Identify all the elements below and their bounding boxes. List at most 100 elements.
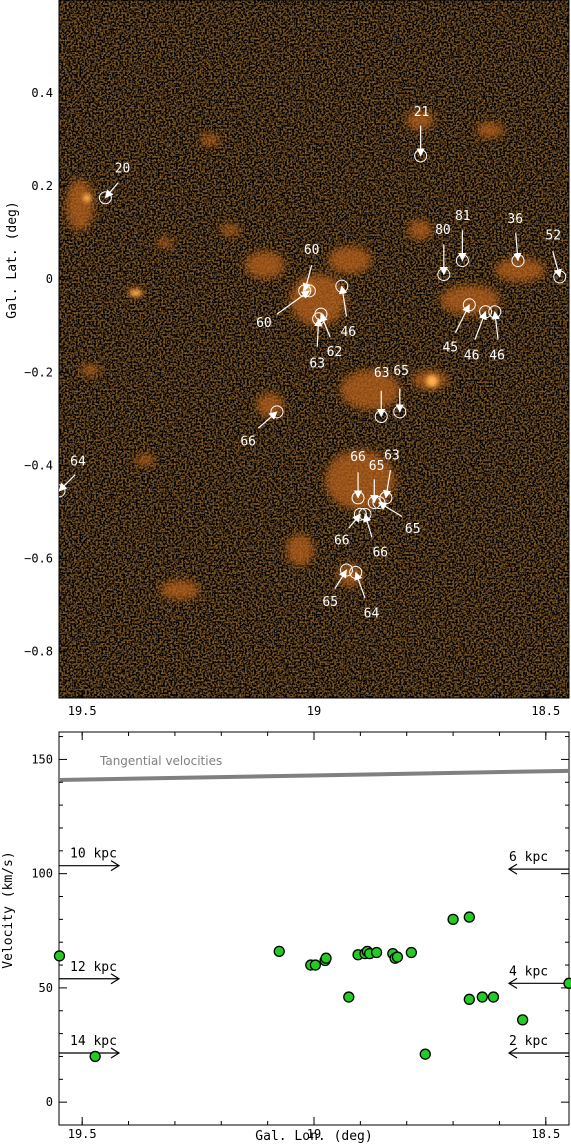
distance-marker: 10 kpc [59, 847, 121, 872]
map-source-arrow [104, 182, 119, 199]
map-source-label: 65 [369, 459, 385, 474]
tangential-velocity-line [58, 768, 570, 782]
map-source-arrow [334, 569, 347, 589]
velocity-point [476, 991, 488, 1003]
map-x-tick-label: 18.5 [531, 704, 560, 718]
velocity-y-tick-label: 0 [46, 1095, 53, 1109]
distance-label: 6 kpc [509, 850, 548, 865]
map-y-axis-title: Gal. Lat. (deg) [5, 201, 20, 318]
map-source-arrow [314, 317, 323, 347]
map-x-tick-label: 19.5 [68, 704, 97, 718]
map-source: 21 [414, 105, 430, 163]
distance-label: 4 kpc [509, 964, 548, 979]
map-source: 65 [393, 364, 409, 419]
map-source-arrow [363, 513, 373, 538]
map-source: 80 [435, 223, 451, 282]
map-source-label: 63 [374, 366, 390, 381]
map-source: 65 [322, 563, 353, 610]
map-source: 66 [350, 450, 366, 505]
map-source-label: 63 [309, 356, 325, 371]
distance-label: 10 kpc [70, 847, 117, 862]
map-source-label: 20 [115, 161, 131, 176]
map-source: 46 [464, 305, 493, 363]
velocity-x-tick-label: 19.5 [68, 1127, 97, 1141]
map-source-label: 65 [322, 595, 338, 610]
distance-arrow-head [110, 1047, 121, 1059]
velocity-point [320, 952, 332, 964]
map-source-arrow [354, 571, 366, 599]
map-source: 66 [358, 507, 388, 560]
map-source-label: 81 [455, 209, 471, 224]
map-source-label: 45 [442, 341, 458, 356]
distance-marker: 14 kpc [59, 1034, 121, 1059]
map-source-label: 80 [435, 223, 451, 238]
map-source: 45 [442, 298, 476, 356]
map-source-label: 21 [414, 105, 430, 120]
map-y-tick-label: −0.2 [24, 365, 53, 379]
tangential-velocity-label: Tangential velocities [99, 754, 222, 768]
map-source: 36 [507, 212, 525, 268]
velocity-point [463, 993, 475, 1005]
map-source: 63 [374, 366, 390, 423]
map-source-label: 64 [364, 607, 380, 622]
map-y-tick-label: −0.8 [24, 644, 53, 658]
map-emission [66, 110, 545, 600]
map-source-arrow [59, 474, 76, 492]
distance-marker: 12 kpc [59, 960, 121, 985]
velocity-x-tick-label: 19 [307, 1127, 321, 1141]
velocity-y-tick-label: 50 [39, 981, 53, 995]
map-source-arrow [276, 290, 311, 315]
map-source: 65 [372, 496, 421, 537]
velocity-points [53, 911, 571, 1063]
distance-arrow-head [110, 860, 121, 872]
map-source-arrow [319, 313, 331, 338]
map-source-label: 64 [70, 455, 86, 470]
map-x-tick-label: 19 [307, 704, 321, 718]
map-source-label: 46 [464, 348, 480, 363]
map-source-label: 36 [507, 212, 523, 227]
velocity-point [447, 913, 459, 926]
map-source-label: 65 [393, 364, 409, 379]
distance-markers: 10 kpc 12 kpc 14 kpc 6 kpc 4 kpc 2 kpc [59, 847, 569, 1059]
map-source-label: 62 [327, 345, 343, 360]
map-x-ticks: 19.5 19 18.5 [68, 690, 560, 718]
map-y-tick-label: −0.6 [24, 551, 53, 565]
map-source: 60 [256, 284, 316, 331]
velocity-point [487, 991, 500, 1003]
velocity-y-tick-label: 100 [31, 867, 53, 881]
map-y-ticks: 0.4 0.2 0 −0.2 −0.4 −0.6 −0.8 [24, 86, 67, 658]
map-source-arrow [348, 513, 361, 529]
map-noise [59, 0, 569, 698]
map-source-label: 66 [350, 450, 366, 465]
distance-label: 14 kpc [70, 1034, 117, 1049]
velocity-point [89, 1050, 101, 1063]
velocity-point [516, 1014, 529, 1026]
velocity-point [273, 945, 285, 957]
velocity-point [563, 977, 571, 989]
velocity-point [391, 951, 404, 963]
map-source: 63 [379, 449, 400, 505]
map-source: 81 [455, 209, 471, 268]
map-source: 46 [335, 279, 356, 340]
velocity-point [370, 946, 383, 959]
map-source-label: 66 [240, 435, 256, 450]
map-source: 20 [98, 161, 131, 205]
velocity-point [463, 911, 475, 923]
map-source-label: 65 [405, 522, 421, 537]
map-source-label: 60 [256, 316, 272, 331]
map-source-arrow [338, 285, 348, 317]
map-source: 64 [59, 455, 86, 498]
map-source-arrow [382, 469, 392, 499]
map-source: 52 [545, 228, 567, 284]
map-source-label: 63 [384, 449, 400, 464]
velocity-point [343, 991, 355, 1003]
map-source-label: 52 [545, 228, 561, 243]
map-source: 64 [349, 565, 380, 622]
distance-marker: 4 kpc [507, 964, 569, 989]
map-source-label: 66 [372, 545, 388, 560]
distance-arrow-head [110, 973, 121, 985]
map-source-arrow [491, 310, 500, 340]
map-source: 66 [240, 405, 284, 450]
map-source: 62 [314, 307, 343, 360]
